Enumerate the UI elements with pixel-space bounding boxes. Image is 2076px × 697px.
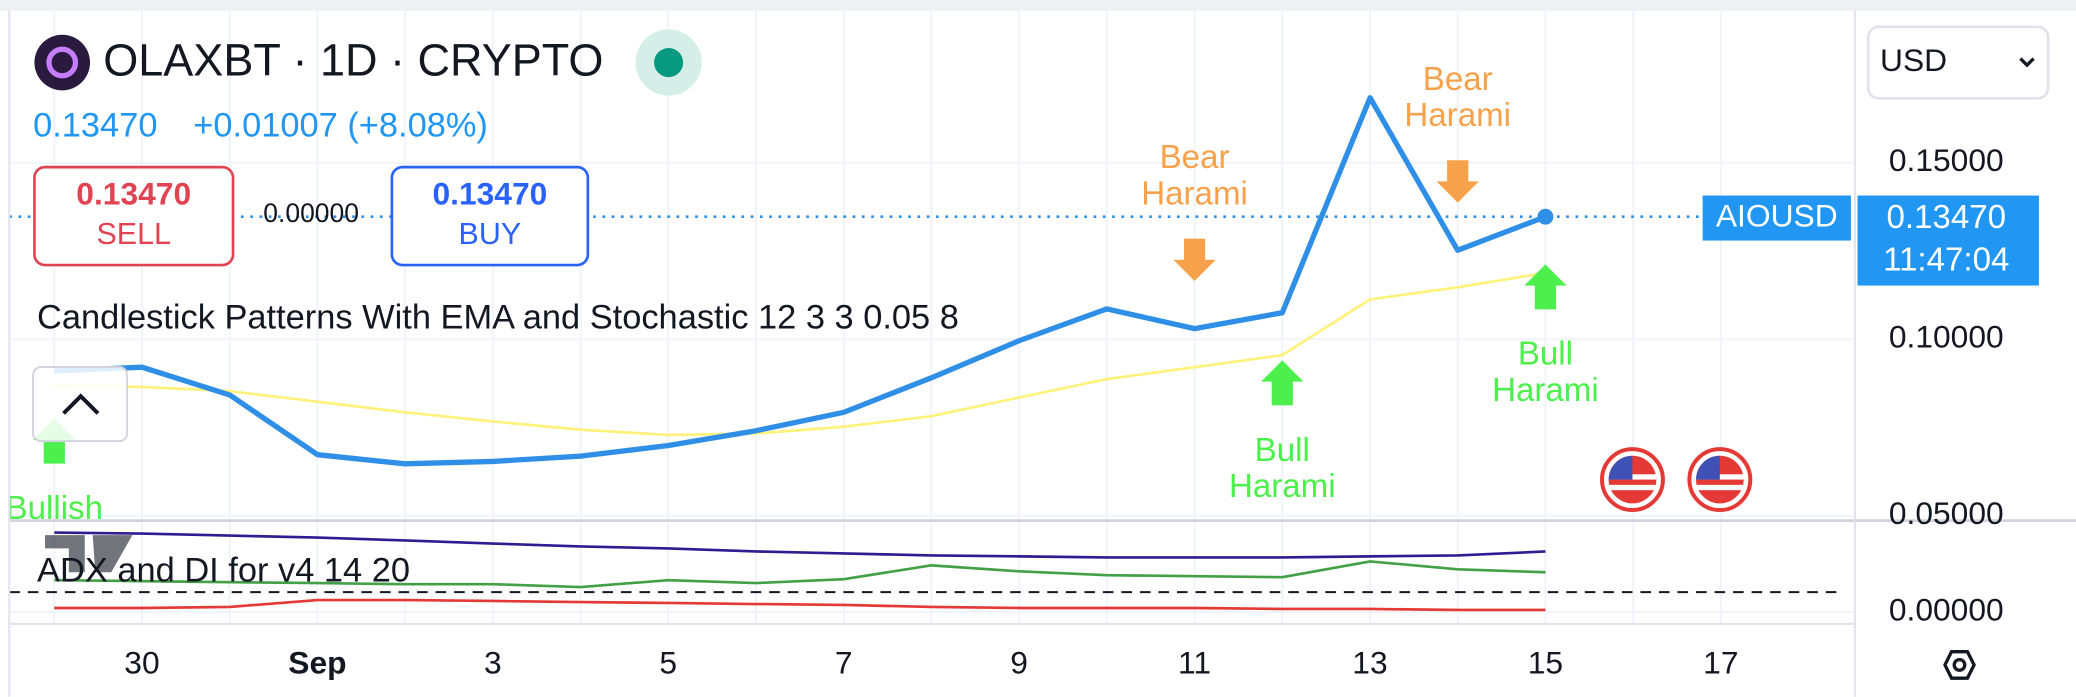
flag-canton <box>1608 455 1633 480</box>
flag-canton <box>1696 455 1720 480</box>
pattern-label: Bear Harami <box>1141 139 1248 212</box>
buy-button[interactable] <box>390 165 590 267</box>
symbol-tag <box>1702 195 1851 241</box>
symbol-logo-ring <box>46 46 79 79</box>
symbol-title[interactable]: OLAXBT · 1D · CRYPTO <box>103 35 603 86</box>
adx-pane <box>9 531 1841 612</box>
price-tag-text: 0.13470 <box>1886 199 2006 236</box>
x-tick-label: 17 <box>1703 644 1738 680</box>
y-tick-label: 0.10000 <box>1889 319 2004 355</box>
pattern-label: Bull Harami <box>1492 335 1599 408</box>
countdown-text: 11:47:04 <box>1883 241 2009 278</box>
event-flag[interactable] <box>1687 447 1753 513</box>
x-tick-label: 3 <box>484 644 502 680</box>
event-flag[interactable] <box>1600 447 1665 513</box>
series-line <box>54 560 1546 589</box>
indicator-title[interactable]: ADX and DI for v4 14 20 <box>37 551 410 589</box>
x-tick-label: Sep <box>288 644 346 680</box>
last-price: 0.13470 <box>33 106 157 144</box>
market-status-dot <box>654 47 684 78</box>
x-tick-label: 5 <box>659 644 677 680</box>
y-tick-label: 0.00000 <box>1889 591 2004 627</box>
x-tick-label: 30 <box>124 644 159 680</box>
flag-stripe <box>1608 484 1657 491</box>
spread: 0.00000 <box>263 198 359 228</box>
chevron <box>2019 57 2035 68</box>
currency-select[interactable] <box>1866 25 2050 100</box>
symbol-tag-text: AIOUSD <box>1716 197 1838 233</box>
sell-price: 0.13470 <box>76 176 191 212</box>
indicator-title[interactable]: Candlestick Patterns With EMA and Stocha… <box>37 298 959 336</box>
tv-logo[interactable] <box>45 535 133 573</box>
series-line <box>54 531 1546 559</box>
series-line <box>54 598 1546 612</box>
x-tick-label: 15 <box>1528 644 1563 680</box>
sell-button[interactable] <box>33 165 235 267</box>
last-price-dot <box>1537 208 1554 225</box>
pattern-label: Bull Harami <box>1229 432 1336 505</box>
axes-layer: 30 Sep 3 5 7 9 11 13 15 17 0.05000 0.10000 0.15000 AI… <box>124 142 2039 680</box>
top-edge <box>0 0 2076 11</box>
currency: USD <box>1880 42 1947 78</box>
pattern-label: Bear Harami <box>1404 61 1511 134</box>
sell-label: SELL <box>96 217 170 251</box>
x-tick-label: 7 <box>835 644 853 680</box>
buy-label: BUY <box>459 217 522 251</box>
series-line <box>54 271 1546 437</box>
x-tick-label: 13 <box>1352 644 1387 680</box>
x-tick-label: 9 <box>1010 644 1028 680</box>
flag-stripe <box>1696 484 1744 491</box>
settings-icon-center <box>1952 657 1967 672</box>
collapse-icon <box>62 393 100 415</box>
series-line <box>54 95 1547 467</box>
price-change: +0.01007 (+8.08%) <box>193 106 488 144</box>
pattern-label: Bullish <box>6 490 103 527</box>
y-tick-label: 0.05000 <box>1889 495 2004 531</box>
collapse-button[interactable] <box>32 366 129 443</box>
price-tag <box>1857 195 2039 286</box>
symbol-logo[interactable] <box>34 34 91 91</box>
bull-arrow <box>1261 360 1304 406</box>
y-tick-label: 0.15000 <box>1889 142 2004 178</box>
buy-price: 0.13470 <box>432 176 547 212</box>
settings-icon[interactable] <box>1943 650 1976 680</box>
x-tick-label: 11 <box>1178 644 1211 680</box>
